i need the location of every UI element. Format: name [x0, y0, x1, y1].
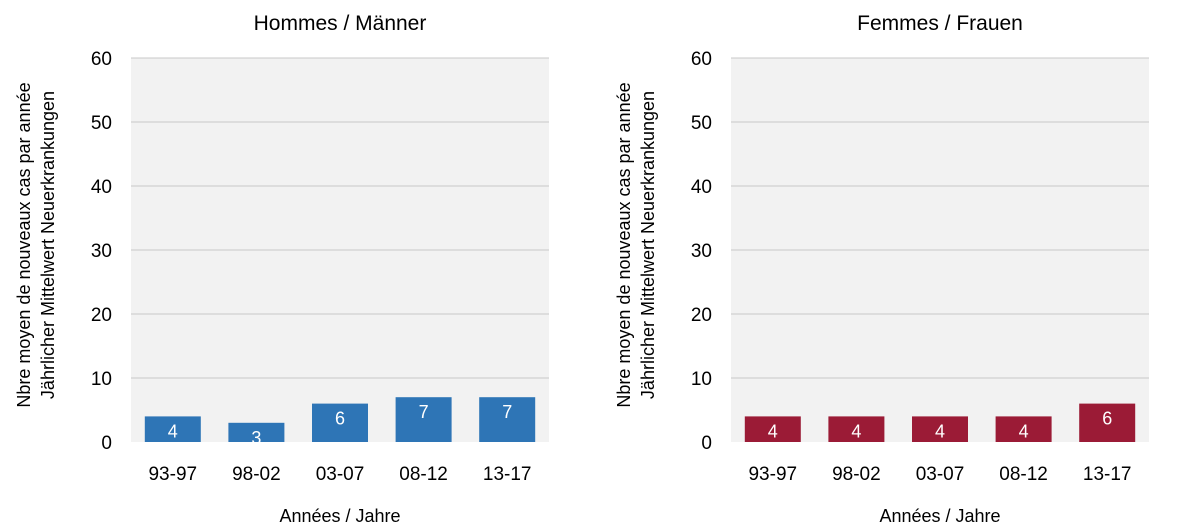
y-axis-label: Jährlicher Mittelwert Neuerkrankungen — [38, 91, 58, 399]
x-axis-label: Années / Jahre — [279, 506, 400, 526]
data-label: 6 — [335, 409, 345, 429]
data-label: 4 — [1019, 421, 1029, 441]
x-tick-label: 93-97 — [748, 464, 797, 485]
x-tick-label: 03-07 — [916, 464, 965, 485]
data-label: 7 — [419, 402, 429, 422]
x-tick-label: 08-12 — [399, 464, 448, 485]
bar — [312, 403, 368, 442]
y-tick-label: 10 — [691, 369, 712, 390]
x-tick-label: 03-07 — [316, 464, 365, 485]
y-tick-label: 10 — [91, 369, 112, 390]
bar — [479, 397, 536, 442]
data-label: 4 — [935, 421, 945, 441]
y-tick-label: 20 — [91, 305, 112, 326]
y-tick-label: 30 — [691, 241, 712, 262]
chart-panel-men: 0 10 20 30 40 50 60 4 93-97 3 98-02 6 03-07 7 08-12 7 13… — [14, 12, 549, 526]
bar — [744, 416, 801, 442]
bar — [228, 422, 285, 442]
y-tick-label: 60 — [91, 49, 112, 70]
chart-title: Femmes / Frauen — [857, 12, 1023, 35]
y-axis-label: Nbre moyen de nouveaux cas par année — [614, 82, 634, 407]
chart-panel-women: 0 10 20 30 40 50 60 4 93-97 4 98-02 4 03-07 4 08-12 6 13… — [600, 0, 1200, 526]
bar — [395, 397, 452, 442]
y-tick-label: 30 — [91, 241, 112, 262]
y-axis-label: Jährlicher Mittelwert Neuerkrankungen — [638, 91, 658, 399]
y-tick-label: 0 — [101, 433, 112, 454]
y-tick-label: 40 — [691, 177, 712, 198]
bar — [995, 416, 1052, 442]
bar — [828, 416, 885, 442]
y-tick-label: 0 — [701, 433, 712, 454]
x-tick-label: 93-97 — [148, 464, 197, 485]
data-label: 3 — [251, 428, 261, 448]
chart-title: Hommes / Männer — [254, 12, 427, 35]
x-tick-label: 08-12 — [999, 464, 1048, 485]
data-label: 4 — [851, 421, 861, 441]
x-axis-label: Années / Jahre — [879, 506, 1000, 526]
bar — [1079, 403, 1136, 442]
bar — [912, 416, 968, 442]
data-label: 4 — [168, 421, 178, 441]
x-tick-label: 98-02 — [232, 464, 281, 485]
data-label: 7 — [502, 402, 512, 422]
bar — [144, 416, 201, 442]
y-axis-label: Nbre moyen de nouveaux cas par année — [14, 82, 34, 407]
data-label: 4 — [768, 421, 778, 441]
x-tick-label: 13-17 — [483, 464, 532, 485]
y-tick-label: 20 — [691, 305, 712, 326]
x-tick-label: 98-02 — [832, 464, 881, 485]
bar-chart-women: 0 10 20 30 40 50 60 4 93-97 4 98-02 4 03-07 4 08-12 6 13… — [614, 12, 1149, 526]
x-tick-label: 13-17 — [1083, 464, 1132, 485]
bar-chart-men: 0 10 20 30 40 50 60 4 93-97 3 98-02 6 03-07 7 08-12 7 13… — [14, 12, 549, 526]
y-tick-label: 60 — [691, 49, 712, 70]
y-tick-label: 50 — [691, 113, 712, 134]
y-tick-label: 50 — [91, 113, 112, 134]
y-tick-label: 40 — [91, 177, 112, 198]
data-label: 6 — [1102, 409, 1112, 429]
